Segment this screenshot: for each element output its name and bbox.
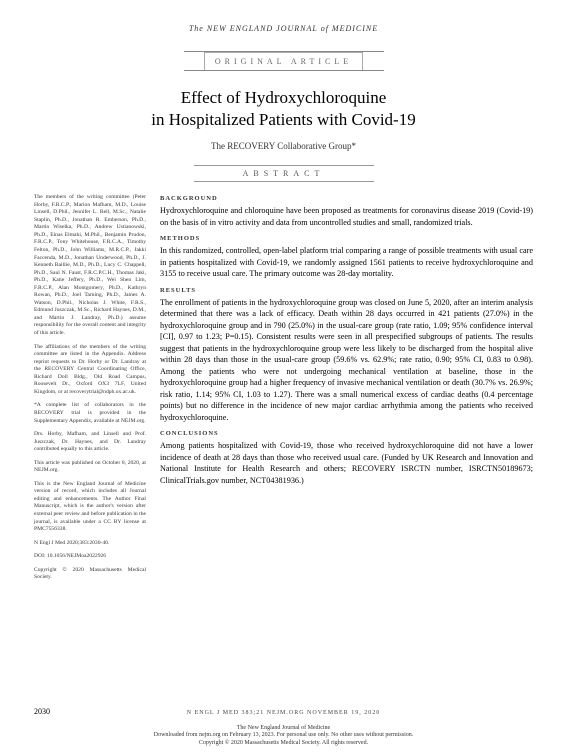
sidebar-citation: N Engl J Med 2020;383:2030-40. (34, 540, 146, 548)
conclusions-text: Among patients hospitalized with Covid-1… (160, 440, 533, 486)
sidebar-copyright: Copyright © 2020 Massachusetts Medical S… (34, 567, 146, 582)
article-type-label: ORIGINAL ARTICLE (204, 52, 363, 71)
abstract-body: BACKGROUND Hydroxychloroquine and chloro… (160, 194, 533, 588)
section-head-conclusions: CONCLUSIONS (160, 429, 533, 438)
page: The NEW ENGLAND JOURNAL of MEDICINE ORIG… (0, 0, 567, 756)
title-line-1: Effect of Hydroxychloroquine (181, 88, 387, 107)
section-head-results: RESULTS (160, 286, 533, 295)
sidebar: The members of the writing committee (Pe… (34, 194, 146, 588)
sidebar-affiliations: The affiliations of the members of the w… (34, 344, 146, 397)
section-head-background: BACKGROUND (160, 194, 533, 203)
methods-text: In this randomized, controlled, open-lab… (160, 245, 533, 279)
sidebar-pub-date: This article was published on October 8,… (34, 460, 146, 475)
results-text: The enrollment of patients in the hydrox… (160, 297, 533, 423)
authors-line: The RECOVERY Collaborative Group* (34, 141, 533, 151)
content-area: The members of the writing committee (Pe… (34, 194, 533, 588)
section-head-methods: METHODS (160, 234, 533, 243)
sidebar-collaborators: *A complete list of collaborators in the… (34, 402, 146, 425)
sidebar-doi: DOI: 10.1056/NEJMoa2022926 (34, 553, 146, 561)
abstract-label: ABSTRACT (194, 165, 374, 182)
footer-copyright: Copyright © 2020 Massachusetts Medical S… (0, 740, 567, 748)
article-type-box: ORIGINAL ARTICLE (34, 51, 533, 71)
sidebar-authors: The members of the writing committee (Pe… (34, 194, 146, 337)
title-line-2: in Hospitalized Patients with Covid-19 (151, 110, 415, 129)
sidebar-equal-contrib: Drs. Horby, Mafham, and Linsell and Prof… (34, 431, 146, 454)
journal-header: The NEW ENGLAND JOURNAL of MEDICINE (34, 24, 533, 33)
journal-name: The NEW ENGLAND JOURNAL of MEDICINE (189, 24, 378, 33)
sidebar-license: This is the New England Journal of Medic… (34, 481, 146, 534)
background-text: Hydroxychloroquine and chloroquine have … (160, 205, 533, 228)
footer-bottom: The New England Journal of Medicine Down… (0, 725, 567, 748)
article-title: Effect of Hydroxychloroquine in Hospital… (114, 87, 453, 131)
footer-citation: N ENGL J MED 383;21 NEJM.ORG NOVEMBER 19… (0, 710, 567, 716)
